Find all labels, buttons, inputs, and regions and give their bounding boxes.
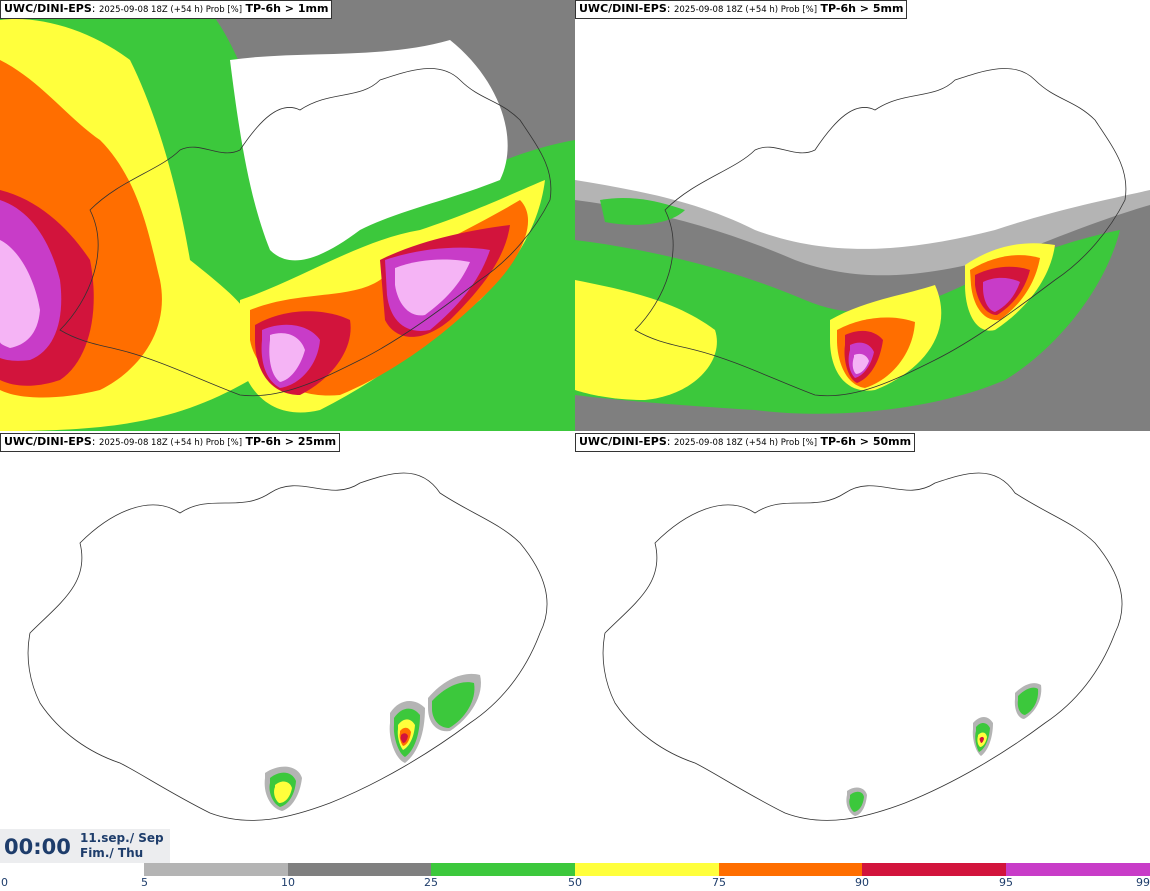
probability-map (27, 472, 548, 821)
panel-title: UWC/DINI-EPS: 2025-09-08 18Z (+54 h) Pro… (575, 433, 916, 452)
colorbar-tick: 5 (141, 876, 148, 889)
prob-field-25-south (849, 791, 864, 812)
colorbar-segment-75-90 (719, 863, 862, 876)
prob-field-99 (0, 240, 40, 348)
colorbar-tick: 0 (1, 876, 8, 889)
colorbar-tick: 10 (281, 876, 295, 889)
colorbar-segment-90-95 (862, 863, 1006, 876)
probability-map (575, 68, 1150, 431)
iceland-coastline (27, 472, 548, 821)
prob-field-90-east (979, 736, 984, 743)
iceland-coastline (59, 68, 552, 397)
prob-field-99 (852, 353, 869, 374)
map-panel-5mm: UWC/DINI-EPS: 2025-09-08 18Z (+54 h) Pro… (575, 0, 1150, 431)
map-panel-25mm: UWC/DINI-EPS: 2025-09-08 18Z (+54 h) Pro… (0, 433, 575, 864)
probability-colorbar (144, 863, 1150, 876)
probability-map (0, 0, 575, 431)
colorbar-segment-5-10 (144, 863, 288, 876)
prob-field-95-east (983, 277, 1020, 312)
colorbar-segment-95-99 (1006, 863, 1150, 876)
valid-time-box: 00:00 11.sep./ Sep Fim./ Thu (0, 829, 170, 863)
panel-title: UWC/DINI-EPS: 2025-09-08 18Z (+54 h) Pro… (0, 0, 333, 19)
valid-date: 11.sep./ Sep (80, 831, 164, 845)
prob-field-50-south (274, 781, 292, 803)
map-panel-50mm: UWC/DINI-EPS: 2025-09-08 18Z (+54 h) Pro… (575, 433, 1150, 864)
colorbar-segment-50-75 (575, 863, 719, 876)
iceland-coastline (602, 472, 1123, 821)
prob-field-90-east (400, 733, 408, 743)
land-no-rain-east (290, 140, 440, 203)
prob-field-25-east2 (432, 682, 475, 728)
prob-field-50 (575, 280, 717, 400)
valid-hour: 00:00 (4, 835, 71, 859)
map-panel-1mm: UWC/DINI-EPS: 2025-09-08 18Z (+54 h) Pro… (0, 0, 575, 431)
panel-title: UWC/DINI-EPS: 2025-09-08 18Z (+54 h) Pro… (575, 0, 908, 19)
prob-field-99-south (269, 333, 305, 382)
iceland-coastline (634, 68, 1127, 397)
colorbar-tick: 99 (1136, 876, 1150, 889)
colorbar-tick: 95 (999, 876, 1013, 889)
colorbar-segment-25-50 (431, 863, 575, 876)
colorbar-tick: 75 (712, 876, 726, 889)
colorbar-segment-10-25 (288, 863, 431, 876)
prob-field-25-west (600, 198, 685, 225)
valid-day: Fim./ Thu (80, 846, 144, 860)
panel-title: UWC/DINI-EPS: 2025-09-08 18Z (+54 h) Pro… (0, 433, 341, 452)
probability-map (602, 472, 1123, 821)
colorbar-tick: 25 (424, 876, 438, 889)
colorbar-tick: 90 (855, 876, 869, 889)
prob-field-25-east2 (1017, 687, 1039, 715)
prob-field-99-east (395, 259, 470, 316)
colorbar-tick: 50 (568, 876, 582, 889)
